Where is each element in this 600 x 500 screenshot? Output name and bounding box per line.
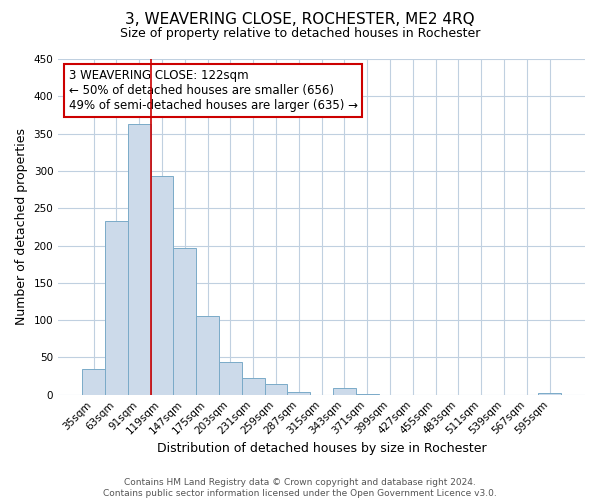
Text: 3 WEAVERING CLOSE: 122sqm
← 50% of detached houses are smaller (656)
49% of semi: 3 WEAVERING CLOSE: 122sqm ← 50% of detac… [69, 69, 358, 112]
Bar [538, 393, 561, 394]
Text: Contains HM Land Registry data © Crown copyright and database right 2024.
Contai: Contains HM Land Registry data © Crown c… [103, 478, 497, 498]
Bar [219, 362, 242, 394]
Bar [82, 368, 105, 394]
Bar [151, 176, 173, 394]
Text: 3, WEAVERING CLOSE, ROCHESTER, ME2 4RQ: 3, WEAVERING CLOSE, ROCHESTER, ME2 4RQ [125, 12, 475, 28]
Bar [333, 388, 356, 394]
Bar [105, 221, 128, 394]
Text: Size of property relative to detached houses in Rochester: Size of property relative to detached ho… [120, 28, 480, 40]
Bar [196, 316, 219, 394]
Bar [242, 378, 265, 394]
Bar [265, 384, 287, 394]
Bar [173, 248, 196, 394]
Bar [128, 124, 151, 394]
Bar [287, 392, 310, 394]
X-axis label: Distribution of detached houses by size in Rochester: Distribution of detached houses by size … [157, 442, 487, 455]
Y-axis label: Number of detached properties: Number of detached properties [15, 128, 28, 326]
